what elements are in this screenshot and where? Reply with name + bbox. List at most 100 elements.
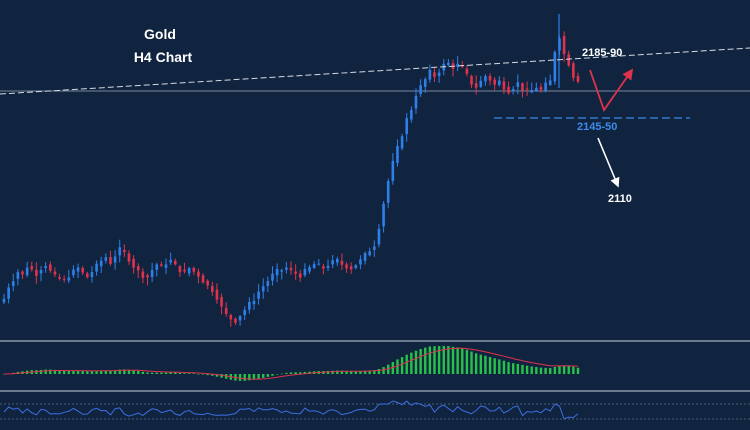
candle-body	[308, 267, 311, 272]
macd-bar	[396, 359, 399, 374]
annotation-target: 2110	[608, 193, 632, 205]
annotation-support: 2145-50	[577, 121, 617, 133]
candle-body	[243, 309, 247, 316]
macd-bar	[331, 370, 334, 374]
macd-bar	[123, 369, 126, 374]
candle-body	[553, 51, 557, 82]
candle-body	[410, 109, 413, 120]
macd-bar	[336, 370, 339, 374]
macd-bar	[197, 373, 200, 375]
macd-bar	[294, 372, 297, 374]
macd-bar	[521, 364, 524, 374]
macd-bar	[90, 371, 94, 374]
candle-body	[2, 298, 6, 303]
macd-bar	[132, 370, 135, 374]
macd-bar	[62, 370, 66, 374]
candle-body	[155, 264, 159, 270]
macd-bar	[488, 356, 492, 374]
candle-body	[354, 265, 358, 268]
candle-body	[340, 260, 344, 265]
macd-bar	[164, 372, 168, 374]
candle-body	[266, 281, 270, 287]
candle-body	[535, 87, 538, 91]
macd-bar	[447, 346, 450, 374]
macd-bar	[474, 353, 478, 374]
candle-body	[127, 253, 131, 262]
macd-bar	[104, 370, 108, 374]
candle-body	[525, 88, 529, 90]
macd-bar	[169, 372, 172, 374]
candle-body	[215, 289, 219, 300]
candle-body	[345, 264, 348, 269]
candle-body	[465, 68, 469, 74]
candle-body	[271, 273, 274, 281]
candle-body	[484, 76, 487, 82]
candle-body	[220, 296, 223, 307]
candle-body	[11, 281, 15, 287]
candle-body	[488, 75, 492, 81]
candle-body	[95, 263, 98, 272]
macd-bar	[192, 373, 195, 375]
macd-bar	[271, 374, 274, 376]
macd-bar	[285, 372, 288, 374]
candle-body	[521, 83, 524, 91]
rsi-line	[3, 400, 579, 420]
resistance-trendline	[0, 47, 750, 95]
candle-body	[548, 80, 552, 86]
candle-body	[178, 266, 182, 273]
projection-arrow-up	[589, 68, 634, 112]
candle-body	[141, 271, 145, 278]
candle-body	[396, 145, 399, 163]
candle-body	[312, 264, 316, 268]
candle-body	[99, 260, 103, 267]
candle-body	[150, 270, 154, 278]
macd-bar	[252, 374, 256, 380]
macd-bar	[359, 371, 362, 374]
macd-bar	[275, 374, 279, 375]
candle-body	[136, 266, 140, 271]
candle-body	[428, 69, 432, 80]
macd-bar	[437, 346, 441, 374]
macd-bar	[479, 354, 482, 374]
macd-bar	[150, 372, 154, 374]
macd-bar	[419, 348, 422, 374]
macd-bar	[44, 369, 47, 374]
candle-body	[303, 268, 307, 276]
macd-bar	[461, 348, 464, 374]
macd-bar	[299, 372, 302, 374]
macd-bar	[211, 374, 214, 376]
candle-body	[377, 228, 381, 245]
candle-body	[298, 273, 302, 278]
candle-body	[400, 136, 404, 149]
macd-bar	[155, 372, 158, 374]
candle-body	[118, 247, 122, 256]
macd-bar	[174, 372, 177, 374]
macd-bar	[238, 374, 242, 381]
macd-bar	[243, 374, 246, 381]
candle-body	[386, 181, 390, 203]
candle-body	[7, 287, 10, 299]
macd-bar	[81, 370, 84, 374]
macd-bar	[410, 352, 413, 374]
macd-bar	[428, 346, 432, 374]
candle-body	[123, 249, 126, 253]
macd-bar	[67, 370, 71, 374]
annotation-resistance: 2185-90	[582, 47, 622, 59]
rsi-panel	[3, 400, 579, 420]
candle-body	[349, 266, 353, 270]
candle-body	[146, 275, 149, 278]
candle-body	[530, 90, 534, 93]
macd-bar	[340, 370, 344, 374]
candle-body	[368, 251, 371, 256]
candle-body	[183, 269, 186, 272]
candle-body	[280, 270, 284, 272]
macd-bar	[326, 370, 330, 374]
macd-bar	[525, 365, 529, 374]
macd-bar	[201, 374, 205, 375]
macd-bar	[530, 366, 533, 374]
candle-body	[257, 291, 260, 299]
macd-bar	[248, 374, 251, 381]
candle-body	[511, 89, 515, 91]
macd-bar	[2, 374, 6, 375]
